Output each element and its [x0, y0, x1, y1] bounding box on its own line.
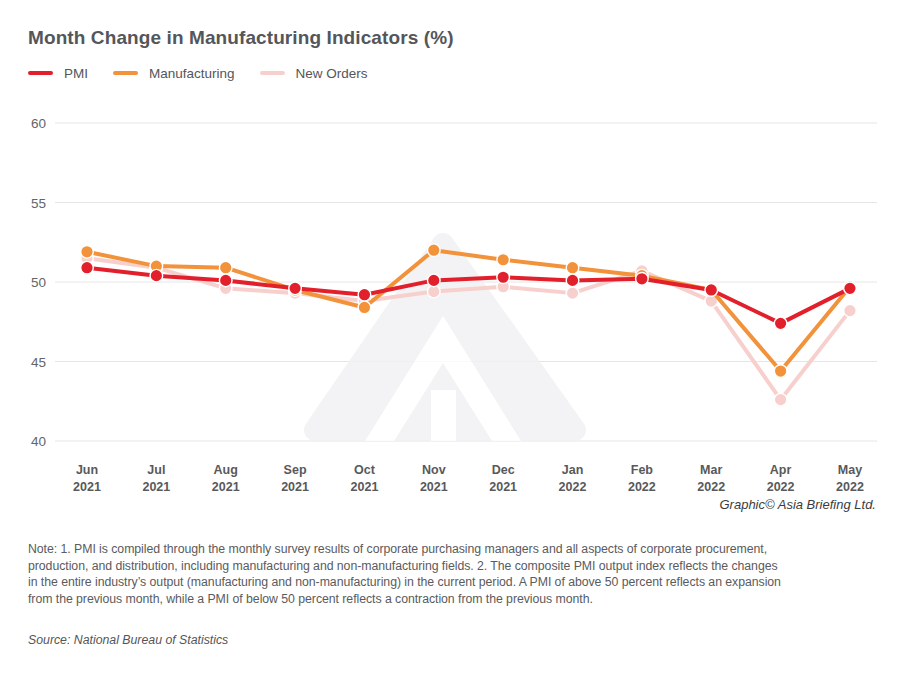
- x-tick-year: 2021: [351, 480, 379, 494]
- credit-line: Graphic© Asia Briefing Ltd.: [719, 497, 876, 512]
- data-point-manufacturing: [219, 261, 232, 274]
- x-tick-month: Dec: [492, 463, 515, 477]
- x-tick-year: 2021: [420, 480, 448, 494]
- data-point-pmi: [705, 284, 718, 297]
- data-point-new-orders: [844, 304, 857, 317]
- x-tick-year: 2022: [836, 480, 864, 494]
- data-point-manufacturing: [81, 245, 94, 258]
- asia-briefing-watermark-logo: [315, 244, 575, 441]
- y-tick-label: 55: [31, 196, 46, 211]
- x-tick-month: Aug: [214, 463, 238, 477]
- y-tick-label: 60: [31, 116, 46, 131]
- data-point-new-orders: [774, 393, 787, 406]
- data-point-pmi: [428, 274, 441, 287]
- x-tick-year: 2021: [489, 480, 517, 494]
- x-tick-month: Oct: [354, 463, 376, 477]
- data-point-pmi: [774, 317, 787, 330]
- note-line-2: production, and distribution, including …: [28, 558, 781, 575]
- x-tick-year: 2021: [73, 480, 101, 494]
- data-point-pmi: [566, 274, 579, 287]
- data-point-pmi: [81, 261, 94, 274]
- note-line-4: from the previous month, while a PMI of …: [28, 591, 781, 608]
- x-tick-month: Jul: [147, 463, 165, 477]
- source-text: Source: National Bureau of Statistics: [28, 633, 228, 647]
- watermark-arrow-stem: [431, 390, 456, 441]
- note-line-3: in the entire industry’s output (manufac…: [28, 574, 781, 591]
- x-tick-year: 2021: [142, 480, 170, 494]
- x-tick-month: Mar: [700, 463, 722, 477]
- x-tick-year: 2021: [281, 480, 309, 494]
- x-tick-year: 2021: [212, 480, 240, 494]
- data-point-pmi: [636, 273, 649, 286]
- data-point-pmi: [497, 271, 510, 284]
- x-tick-month: Sep: [284, 463, 307, 477]
- x-tick-month: May: [838, 463, 862, 477]
- data-point-manufacturing: [774, 365, 787, 378]
- x-tick-month: Nov: [422, 463, 446, 477]
- x-tick-month: Apr: [770, 463, 792, 477]
- data-point-manufacturing: [358, 301, 371, 314]
- line-chart: 40 45 50 55 60 Jun 2021 Jul 2021 Aug 2021 Sep 2021 O…: [0, 0, 900, 530]
- data-point-pmi: [358, 288, 371, 301]
- data-point-manufacturing: [497, 253, 510, 266]
- y-tick-label: 40: [31, 434, 46, 449]
- x-tick-month: Feb: [631, 463, 654, 477]
- data-point-manufacturing: [566, 261, 579, 274]
- note-text: Note: 1. PMI is compiled through the mon…: [28, 541, 781, 607]
- data-point-pmi: [219, 274, 232, 287]
- data-point-pmi: [844, 282, 857, 295]
- x-tick-month: Jun: [76, 463, 98, 477]
- x-tick-year: 2022: [559, 480, 587, 494]
- x-tick-year: 2022: [628, 480, 656, 494]
- data-point-pmi: [289, 282, 302, 295]
- x-tick-year: 2022: [697, 480, 725, 494]
- x-axis-labels: Jun 2021 Jul 2021 Aug 2021 Sep 2021 Oct 2021 Nov 20…: [73, 463, 864, 494]
- note-line-1: Note: 1. PMI is compiled through the mon…: [28, 541, 781, 558]
- y-tick-label: 50: [31, 275, 46, 290]
- y-tick-label: 45: [31, 355, 46, 370]
- data-point-new-orders: [566, 287, 579, 300]
- infographic-page: Month Change in Manufacturing Indicators…: [0, 0, 900, 676]
- data-point-pmi: [150, 269, 163, 282]
- x-tick-month: Jan: [562, 463, 584, 477]
- data-point-manufacturing: [428, 244, 441, 257]
- x-tick-year: 2022: [767, 480, 795, 494]
